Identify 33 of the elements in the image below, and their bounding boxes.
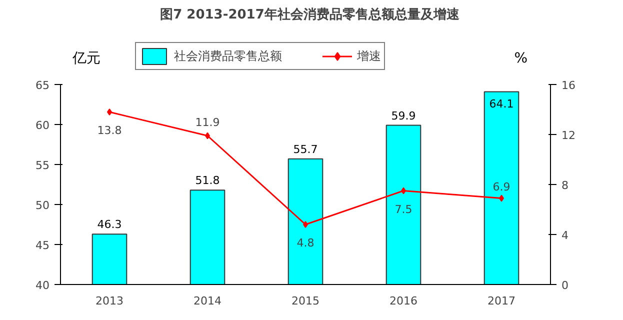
- data-label: 51.8: [195, 174, 220, 188]
- y2-tick-label: 4: [562, 229, 568, 242]
- data-label: 6.9: [492, 180, 510, 194]
- y-tick-label: 60: [36, 119, 50, 132]
- legend-label: 社会消费品零售总额: [174, 48, 282, 64]
- y2-axis-title: %: [514, 50, 528, 66]
- y-tick-label: 40: [36, 279, 50, 292]
- x-tick-label: 2014: [194, 294, 222, 308]
- legend-label: 增速: [357, 48, 381, 64]
- y-axis-title: 亿元: [72, 50, 101, 66]
- x-tick-label: 2015: [292, 294, 320, 308]
- data-label: 59.9: [391, 109, 416, 122]
- data-label: 4.8: [296, 236, 314, 250]
- y-tick-label: 55: [36, 159, 50, 172]
- y2-tick-label: 12: [562, 129, 576, 142]
- data-label: 7.5: [394, 202, 412, 216]
- data-label: 64.1: [489, 98, 514, 111]
- y2-tick-label: 16: [562, 79, 576, 92]
- x-tick-label: 2017: [488, 294, 516, 308]
- x-tick-label: 2013: [96, 294, 124, 308]
- data-label: 55.7: [293, 142, 318, 156]
- data-label: 46.3: [97, 218, 122, 232]
- data-label: 11.9: [195, 116, 220, 129]
- y-tick-label: 45: [36, 239, 50, 252]
- y2-tick-label: 8: [562, 179, 568, 192]
- point: [107, 108, 112, 116]
- point: [303, 221, 308, 228]
- y2-tick-label: 0: [562, 279, 568, 292]
- x-tick-label: 2016: [390, 294, 418, 308]
- y-tick-label: 50: [36, 199, 50, 212]
- y-tick-label: 65: [36, 79, 50, 92]
- data-label: 13.8: [97, 124, 122, 137]
- chart-title: 图7 2013-2017年社会消费品零售总额总量及增速: [160, 6, 460, 22]
